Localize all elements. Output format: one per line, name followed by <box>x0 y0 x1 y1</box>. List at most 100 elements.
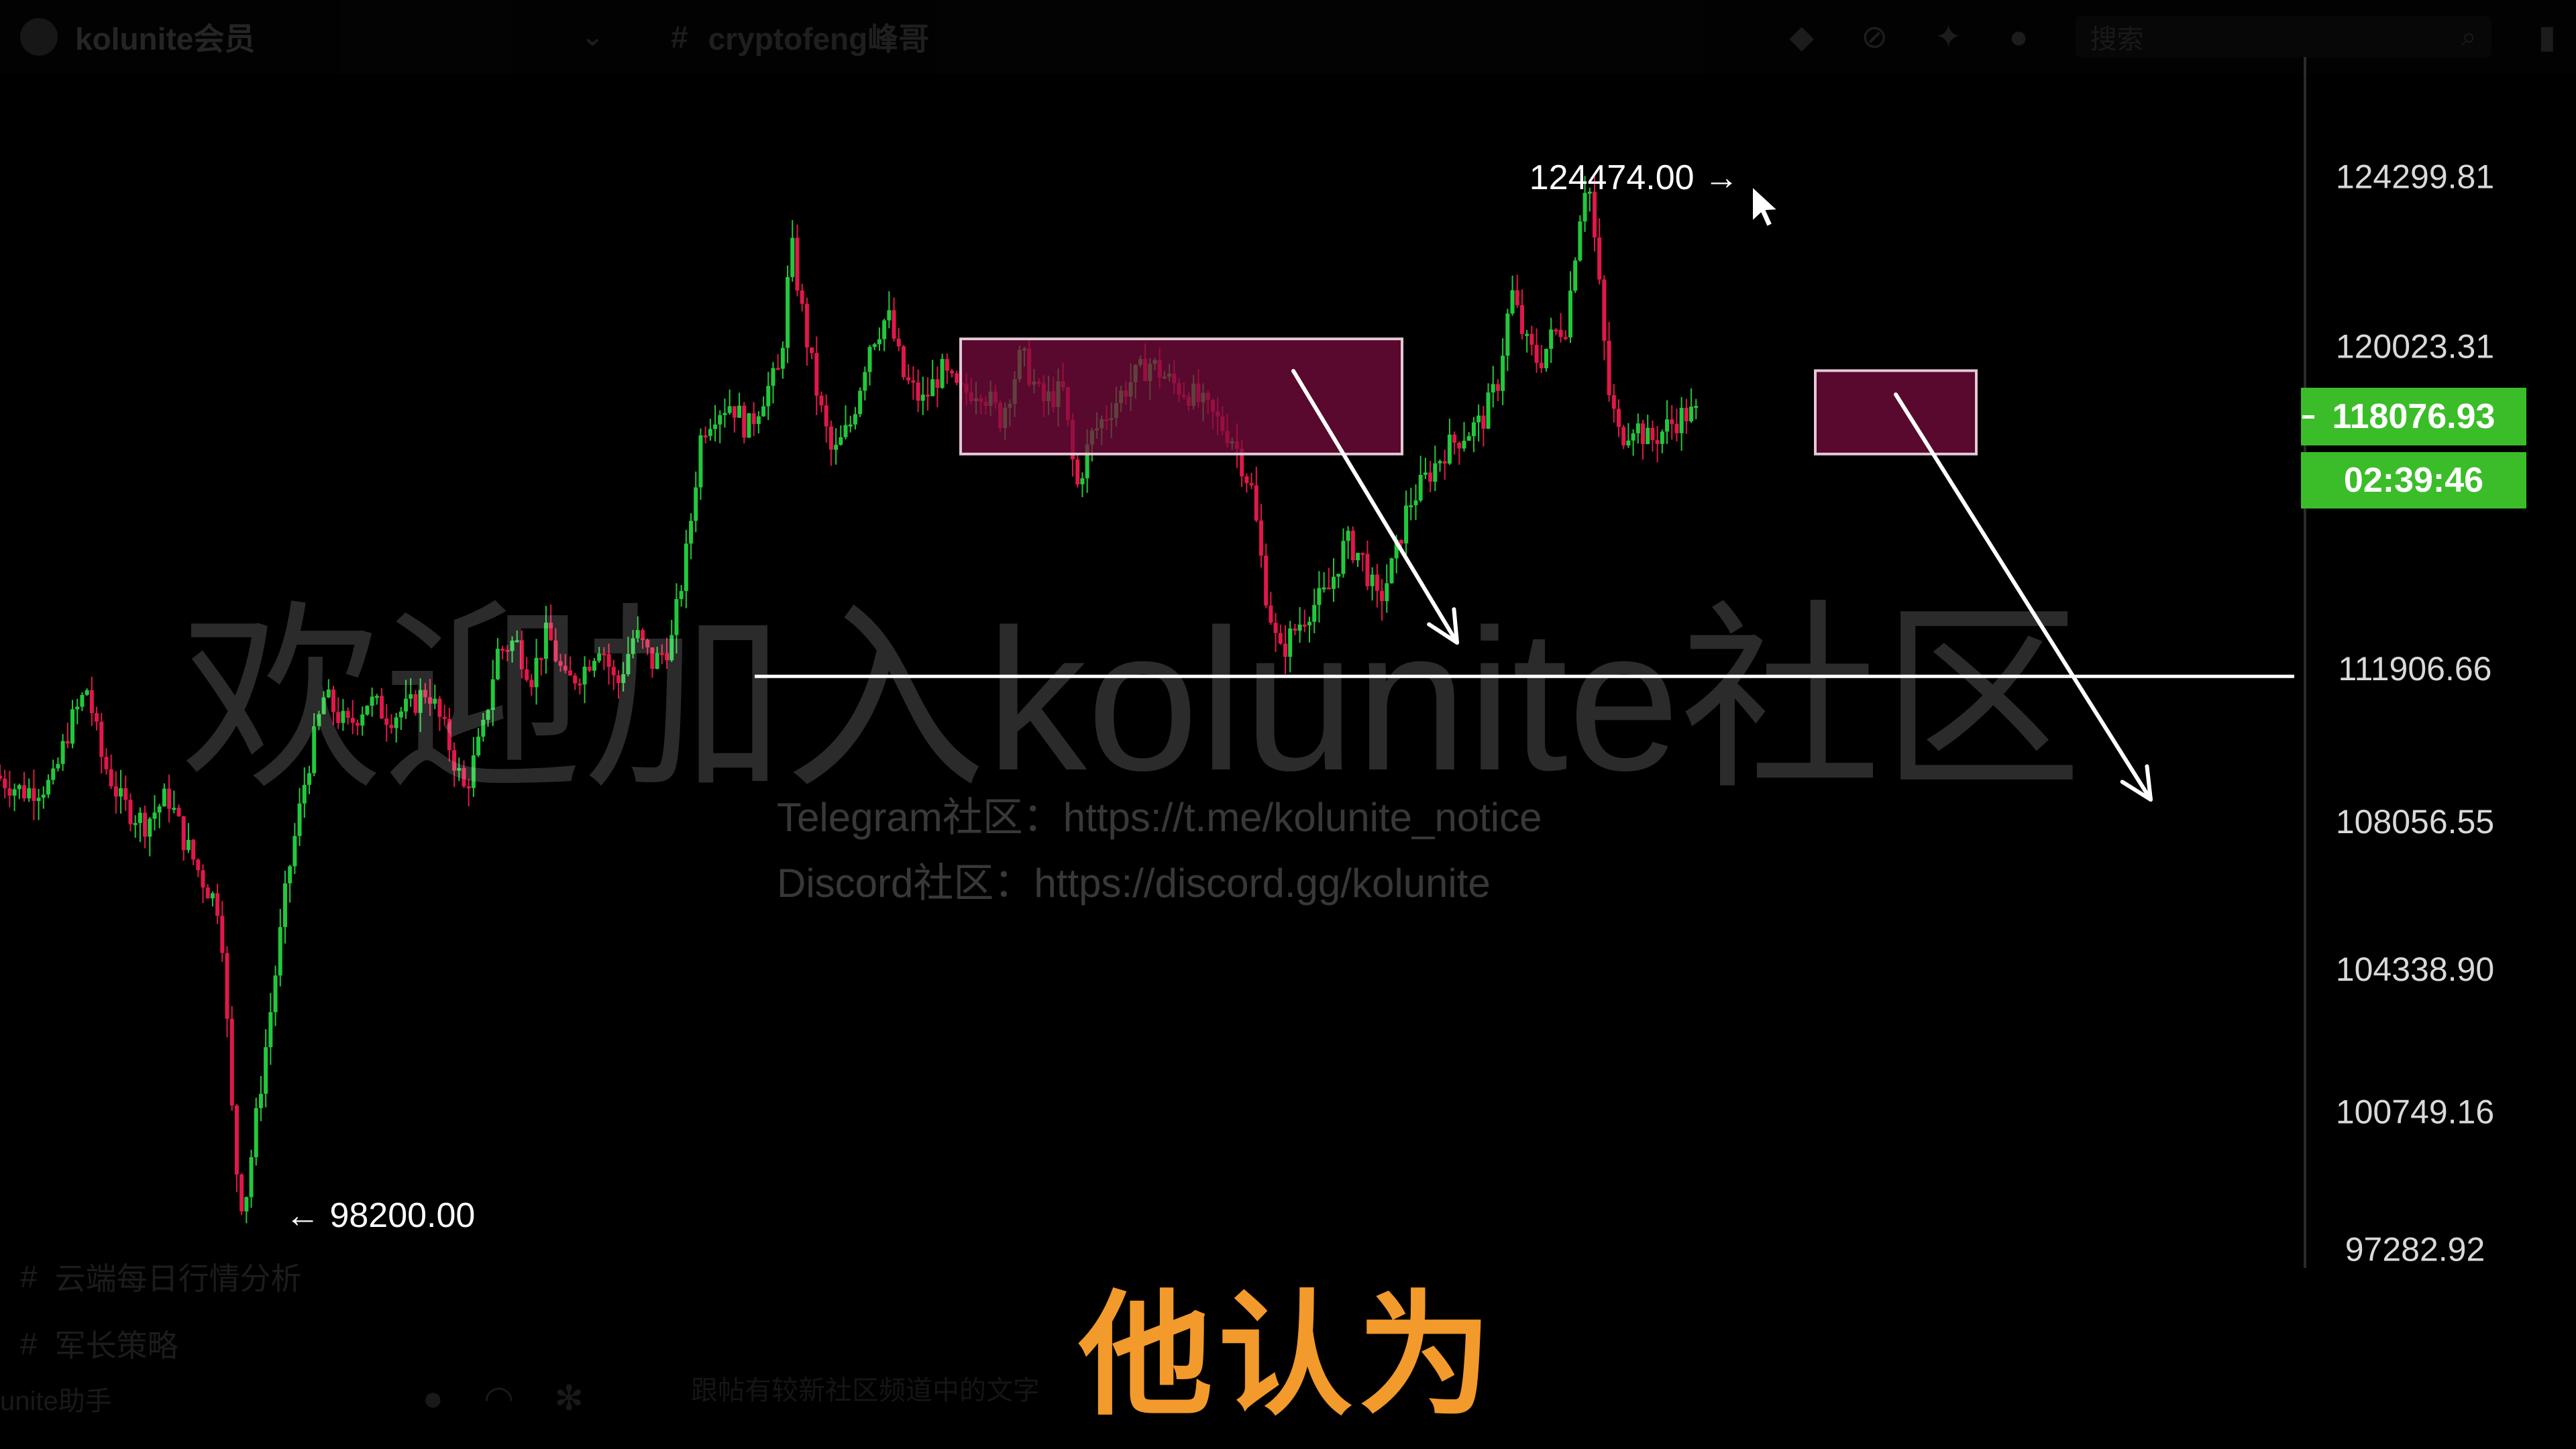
candle-body <box>713 424 718 429</box>
candle-body <box>510 640 515 651</box>
candle-body <box>437 698 442 717</box>
price-tick-label: 104338.90 <box>2336 951 2494 988</box>
candle-body <box>1365 553 1370 586</box>
candle-body <box>1293 628 1297 631</box>
candle-body <box>708 429 712 436</box>
candle-body <box>1573 260 1578 291</box>
candle-body <box>1297 624 1302 631</box>
candle-body <box>433 698 437 704</box>
candle-body <box>872 344 877 347</box>
members-icon[interactable]: ● <box>2008 19 2029 55</box>
candle-body <box>104 757 109 769</box>
candle-body <box>1433 463 1438 482</box>
range-box-2 <box>1814 369 1978 455</box>
candle-body <box>640 630 645 640</box>
candle-body <box>1356 553 1360 561</box>
candle-body <box>32 788 36 802</box>
microphone-icon[interactable]: ● <box>422 1379 444 1418</box>
candle-body <box>394 717 398 729</box>
candle-body <box>703 435 708 437</box>
price-tick-label: 111906.66 <box>2339 650 2492 688</box>
candle-body <box>466 786 471 789</box>
candle-body <box>1442 461 1447 464</box>
candle-body <box>786 277 790 348</box>
candle-body <box>727 406 732 413</box>
candle-body <box>1341 541 1346 574</box>
candle-body <box>1501 356 1505 391</box>
channel-header: # cryptofeng峰哥 <box>671 13 929 60</box>
candle-body <box>1322 587 1326 590</box>
candle-body <box>722 413 727 415</box>
candle-body <box>1635 423 1640 434</box>
candle-body <box>201 870 205 888</box>
candle-body <box>409 694 413 699</box>
candle-body <box>529 680 534 688</box>
candle-body <box>843 425 848 437</box>
chevron-down-icon[interactable]: ⌄ <box>581 22 604 52</box>
candle-body <box>138 812 142 823</box>
candle-body <box>1317 588 1322 605</box>
candle-body <box>229 1018 234 1106</box>
candle-body <box>1418 474 1423 501</box>
candle-body <box>404 698 409 712</box>
search-placeholder: 搜索 <box>2090 25 2144 54</box>
search-input[interactable]: 搜索 ⌕ <box>2075 16 2491 58</box>
candle-body <box>89 690 94 714</box>
candle-body <box>1466 436 1471 441</box>
high-price-label: 124474.00 → <box>1529 158 1739 197</box>
candle-body <box>423 690 427 698</box>
candle-body <box>85 690 89 695</box>
extreme-labels: 124474.00 → ← 98200.00 <box>285 158 1780 1235</box>
channel-name: cryptofeng峰哥 <box>708 21 930 56</box>
candle-body <box>65 741 70 744</box>
mute-icon[interactable]: ⊘ <box>1861 19 1888 55</box>
sidebar-item-analysis[interactable]: # 云端每日行情分析 <box>20 1254 302 1299</box>
candle-body <box>747 413 751 438</box>
candle-body <box>307 773 311 786</box>
watermark-text: 欢迎加入kolunite社区 <box>181 587 2083 812</box>
sidebar-item-strategy[interactable]: # 军长策略 <box>20 1322 178 1366</box>
candle-body <box>587 666 592 671</box>
candle-body <box>665 653 669 661</box>
candle-body <box>1646 427 1650 445</box>
candle-body <box>1563 337 1568 339</box>
candle-body <box>828 426 833 450</box>
sidebar-item-label: 军长策略 <box>54 1328 178 1363</box>
candle-body <box>756 416 761 425</box>
candle-body <box>413 694 418 713</box>
candle-body <box>616 675 621 684</box>
header-toolbar: ◆ ⊘ ✦ ● 搜索 ⌕ ▮ <box>1789 13 2556 60</box>
candle-body <box>1592 191 1597 237</box>
message-input[interactable]: 跟帖有较新社区频道中的文字 <box>691 1376 1040 1405</box>
threads-icon[interactable]: ◆ <box>1789 19 1815 55</box>
inbox-icon[interactable]: ▮ <box>2538 19 2556 55</box>
candle-body <box>1394 539 1399 559</box>
price-tick-label: 97282.92 <box>2345 1230 2485 1268</box>
candle-body <box>447 718 451 751</box>
candle-body <box>543 623 548 659</box>
candle-body <box>834 445 839 450</box>
candle-body <box>659 653 664 655</box>
candle-body <box>1477 415 1481 423</box>
candle-body <box>1326 587 1331 590</box>
candle-body <box>1283 643 1287 657</box>
candle-body <box>684 543 688 591</box>
server-header[interactable]: kolunite会员 ⌄ <box>20 13 604 60</box>
server-logo-icon <box>20 18 58 56</box>
candle-body <box>882 320 887 339</box>
candle-body <box>549 623 553 641</box>
pin-icon[interactable]: ✦ <box>1935 19 1962 55</box>
headphones-icon[interactable]: ◠ <box>484 1379 515 1418</box>
candle-body <box>481 720 486 737</box>
candle-body <box>645 639 650 648</box>
candle-body <box>1258 520 1263 556</box>
gear-icon[interactable]: ✻ <box>554 1379 584 1418</box>
candle-body <box>1244 476 1249 484</box>
candle-body <box>635 630 640 639</box>
candle-body <box>1650 427 1655 441</box>
candle-body <box>297 803 302 837</box>
candle-body <box>1674 423 1679 433</box>
candle-body <box>1689 407 1694 422</box>
user-name: unite助手 <box>0 1387 112 1416</box>
candle-body <box>1549 329 1554 350</box>
